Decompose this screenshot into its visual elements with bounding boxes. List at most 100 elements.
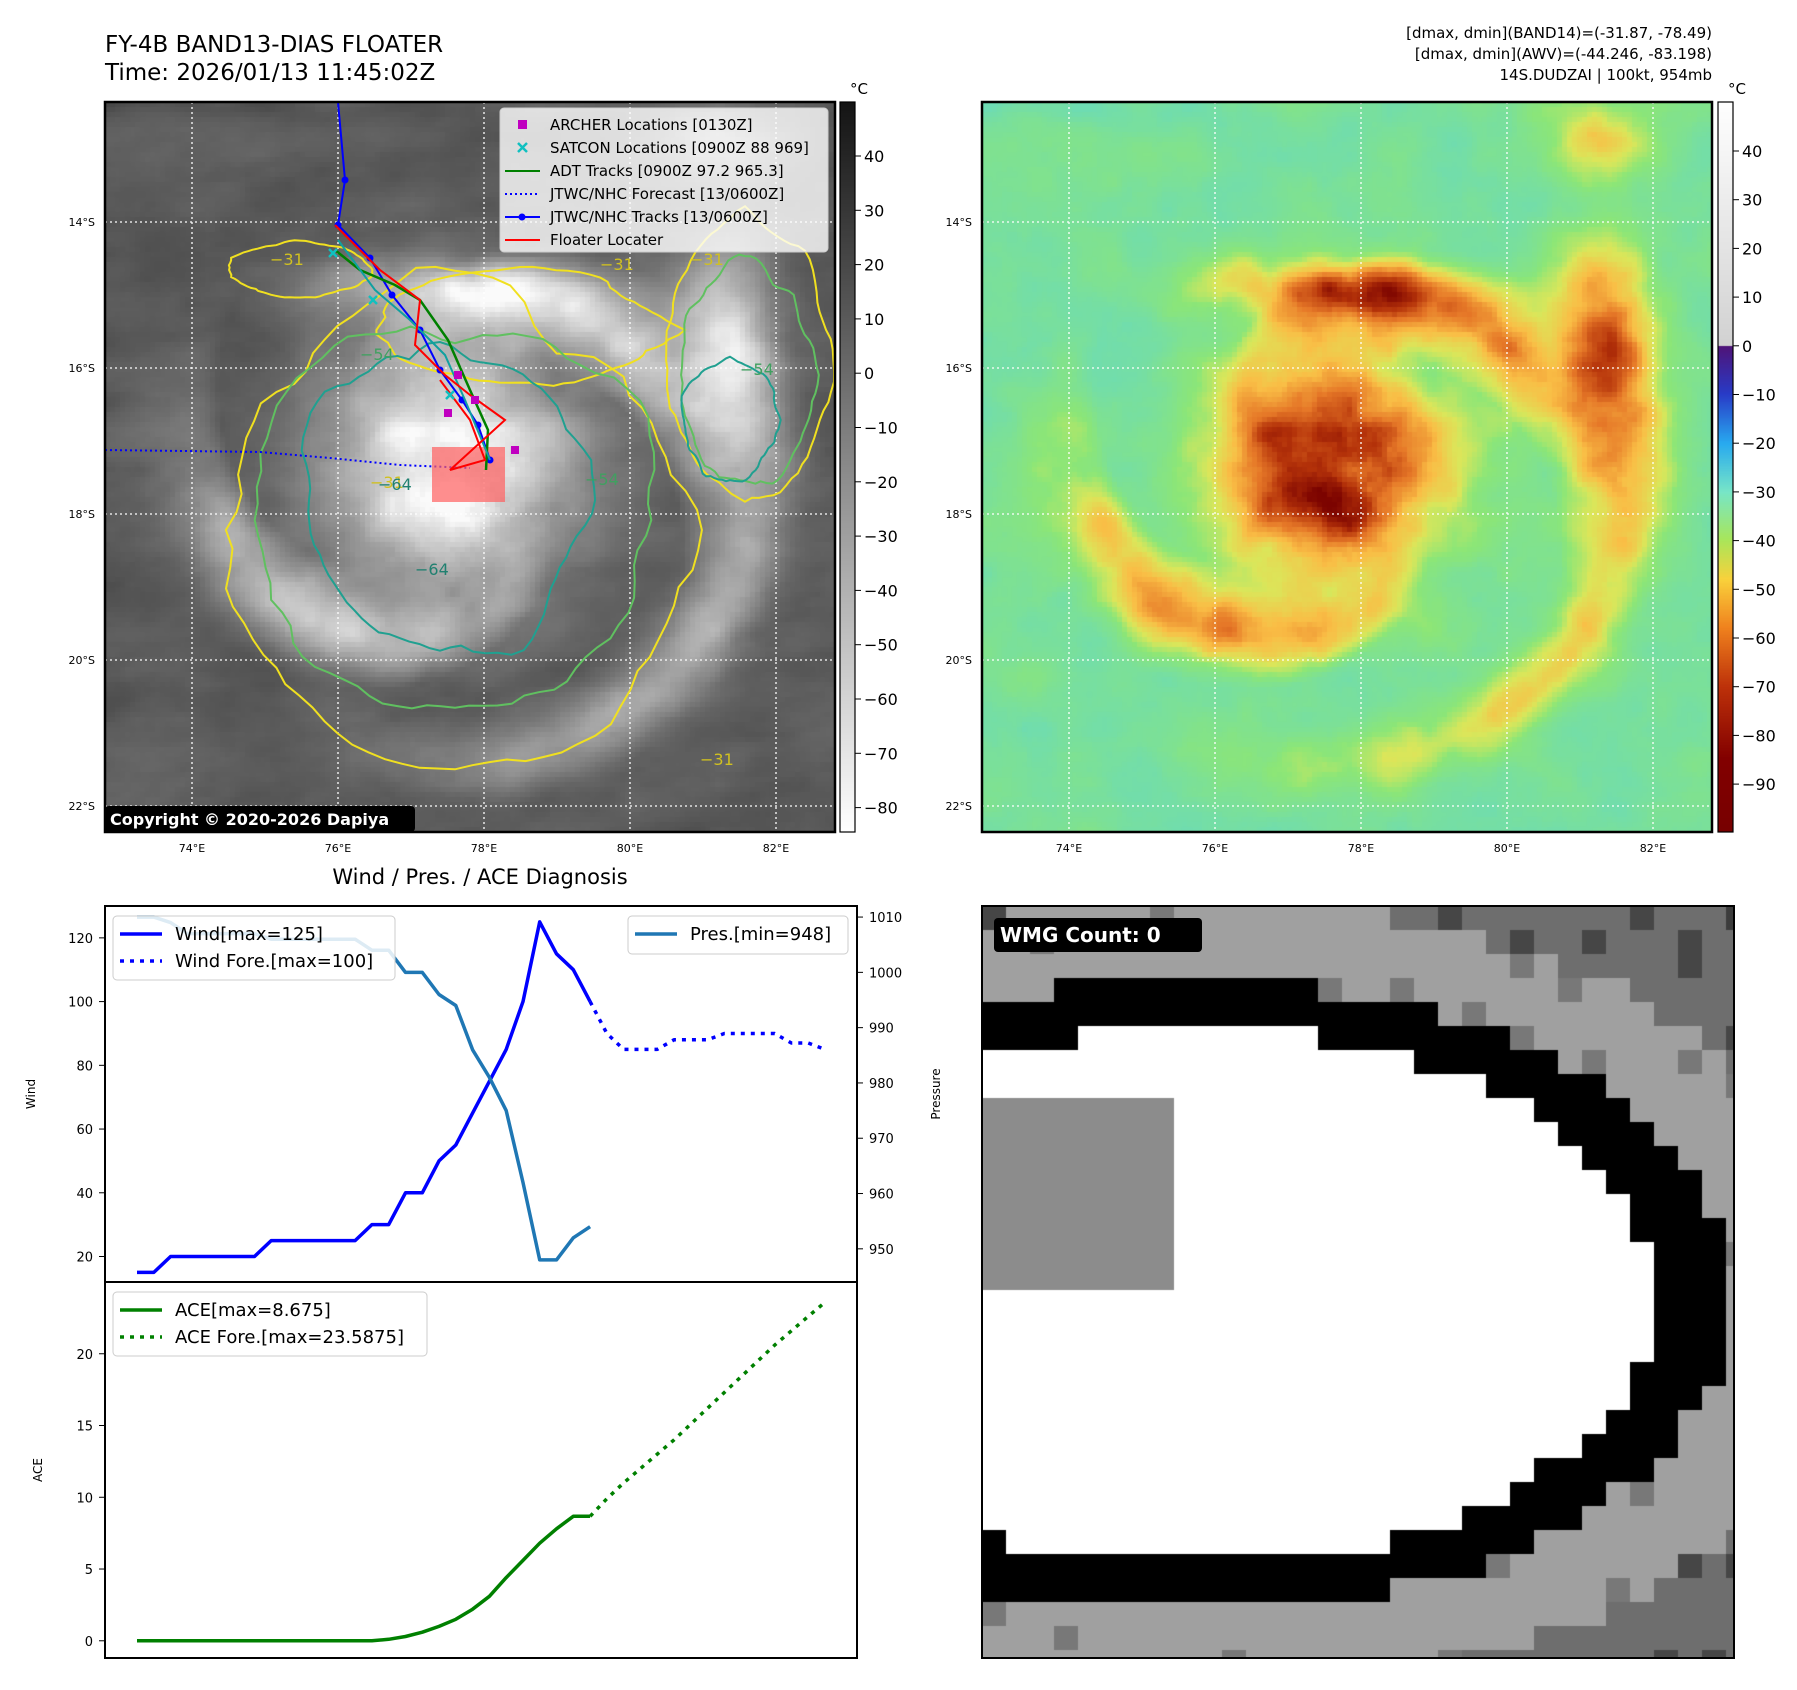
satcon-track-line	[337, 239, 491, 461]
ace-frame	[104, 1281, 858, 1659]
lat-tick-label: 20°S	[69, 654, 95, 667]
legend-label: JTWC/NHC Tracks [13/0600Z]	[549, 208, 768, 226]
ir-colorbar-tick-label: −70	[864, 744, 898, 763]
ir-colorbar-tick-label: 30	[864, 201, 884, 220]
archer-point	[444, 409, 452, 417]
wind-legend-box	[112, 915, 396, 981]
wmg-count-label: WMG Count: 0	[1000, 923, 1161, 947]
floater-track-line	[334, 224, 507, 471]
contour-label: −54	[740, 360, 774, 379]
pressure-y-tick-label: 990	[869, 1022, 894, 1037]
pressure-y-tick-label: 1010	[869, 911, 902, 926]
ace-chart: 0 5 10 15 20 ACE ACE[max=8.675] ACE Fore.[max…	[31, 1281, 858, 1659]
wind-y-tick-label: 80	[76, 1059, 93, 1074]
wv-colorbar-tick-label: 10	[1742, 288, 1762, 307]
jtwc-track-point	[388, 291, 396, 299]
contour-label: −64	[378, 475, 412, 494]
copyright-text: Copyright © 2020-2026 Dapiya	[110, 810, 389, 829]
wind-y-tick-label: 20	[76, 1251, 93, 1266]
pressure-y-ticks: 950 960 970 980 990 1000 1010	[857, 911, 902, 1258]
ir-legend-box	[499, 107, 829, 253]
contour-label: −31	[600, 255, 634, 274]
lat-tick-label: 18°S	[946, 508, 972, 521]
pressure-legend-box	[627, 915, 849, 955]
wv-colorbar-tick-label: −40	[1742, 532, 1776, 551]
wmg-count-box	[994, 918, 1202, 952]
wv-colorbar-tick-label: −70	[1742, 678, 1776, 697]
pressure-axis-label: Pressure	[929, 1068, 943, 1119]
legend-marker-dot	[518, 213, 526, 221]
ir-map-lat-ticks: 14°S 16°S 18°S 20°S 22°S	[69, 216, 95, 813]
lon-tick-label: 82°E	[1640, 842, 1666, 855]
archer-point	[454, 371, 462, 379]
wmg-frame	[981, 905, 1735, 1659]
lat-tick-label: 14°S	[946, 216, 972, 229]
adt-track-line	[334, 249, 490, 471]
wv-colorbar-tick-label: 20	[1742, 239, 1762, 258]
legend-marker-x	[517, 142, 528, 153]
wv-map-frame	[980, 100, 1714, 834]
lat-tick-label: 14°S	[69, 216, 95, 229]
ir-map-frame	[103, 100, 837, 834]
contour-64	[680, 355, 782, 483]
ace-y-tick-label: 0	[85, 1635, 93, 1650]
wind-legend-label: Wind Fore.[max=100]	[175, 951, 373, 972]
info-band14: [dmax, dmin](BAND14)=(-31.87, -78.49)	[1406, 24, 1712, 42]
pressure-y-tick-label: 980	[869, 1077, 894, 1092]
ir-map-tracks	[104, 101, 519, 502]
ir-colorbar-tick-label: 40	[864, 147, 884, 166]
wv-colorbar-frame	[1717, 101, 1734, 833]
lon-tick-label: 76°E	[325, 842, 351, 855]
wind-axis-label: Wind	[24, 1079, 38, 1109]
wv-colorbar-tick-label: −80	[1742, 726, 1776, 745]
pressure-y-tick-label: 1000	[869, 966, 902, 981]
wv-colorbar-tick-label: −30	[1742, 483, 1776, 502]
lon-tick-label: 80°E	[1494, 842, 1520, 855]
contour-label: −54	[585, 470, 619, 489]
ir-map-contours: −31 −31 −31 −31 −31 −54 −54 −54 −64 −64	[224, 204, 836, 771]
wind-y-tick-label: 60	[76, 1123, 93, 1138]
wv-colorbar-tick-label: −10	[1742, 386, 1776, 405]
ace-y-tick-label: 20	[76, 1348, 93, 1363]
wmg-panel: WMG Count: 0	[981, 905, 1735, 1659]
jtwc-track-point	[341, 176, 349, 184]
lon-tick-label: 82°E	[763, 842, 789, 855]
info-awv: [dmax, dmin](AWV)=(-44.246, -83.198)	[1415, 45, 1712, 63]
satcon-point	[368, 295, 378, 305]
copyright-box	[105, 806, 415, 832]
ir-colorbar: °C 40 30 20 10 0 −10 −20 −30 −40 −50 −60 −70 −80	[839, 80, 898, 833]
contour-31	[224, 265, 703, 771]
ace-series	[137, 1300, 827, 1643]
wv-colorbar-tick-label: 0	[1742, 337, 1752, 356]
satcon-point	[328, 248, 338, 258]
wv-colorbar-tick-label: 40	[1742, 142, 1762, 161]
legend-label: Floater Locater	[550, 231, 664, 249]
wind-y-tick-label: 120	[68, 932, 93, 947]
contour-label: −64	[415, 560, 449, 579]
ir-colorbar-tick-label: −50	[864, 636, 898, 655]
ir-map-legend: ARCHER Locations [0130Z] SATCON Locations…	[499, 107, 829, 253]
ir-colorbar-tick-label: 20	[864, 256, 884, 275]
ace-legend: ACE[max=8.675] ACE Fore.[max=23.5875]	[112, 1291, 428, 1357]
ace-legend-label: ACE[max=8.675]	[175, 1300, 331, 1321]
wind-pressure-chart: 20 40 60 80 100 120 950 960 970 980 990 1000 1010 W…	[24, 905, 943, 1283]
ir-colorbar-unit: °C	[850, 80, 868, 98]
wv-colorbar-tick-label: −60	[1742, 629, 1776, 648]
ir-colorbar-frame	[839, 101, 856, 833]
contour-label: −54	[360, 345, 394, 364]
series-line-1	[588, 1000, 826, 1052]
legend-label: ADT Tracks [0900Z 97.2 965.3]	[550, 162, 784, 180]
lat-tick-label: 16°S	[69, 362, 95, 375]
info-storm: 14S.DUDZAI | 100kt, 954mb	[1499, 66, 1712, 84]
ir-colorbar-tick-label: −30	[864, 527, 898, 546]
lon-tick-label: 78°E	[1348, 842, 1374, 855]
contour-label: −31	[690, 250, 724, 269]
lat-tick-label: 16°S	[946, 362, 972, 375]
diagnosis-title: Wind / Pres. / ACE Diagnosis	[332, 865, 627, 889]
jtwc-track-point	[366, 254, 374, 262]
ir-colorbar-tick-label: 10	[864, 310, 884, 329]
wv-map-panel: 14°S 16°S 18°S 20°S 22°S 74°E 76°E 78°E 80°E 82°…	[946, 100, 1714, 855]
legend-label: SATCON Locations [0900Z 88 969]	[550, 139, 809, 157]
ace-y-tick-label: 5	[85, 1563, 93, 1578]
